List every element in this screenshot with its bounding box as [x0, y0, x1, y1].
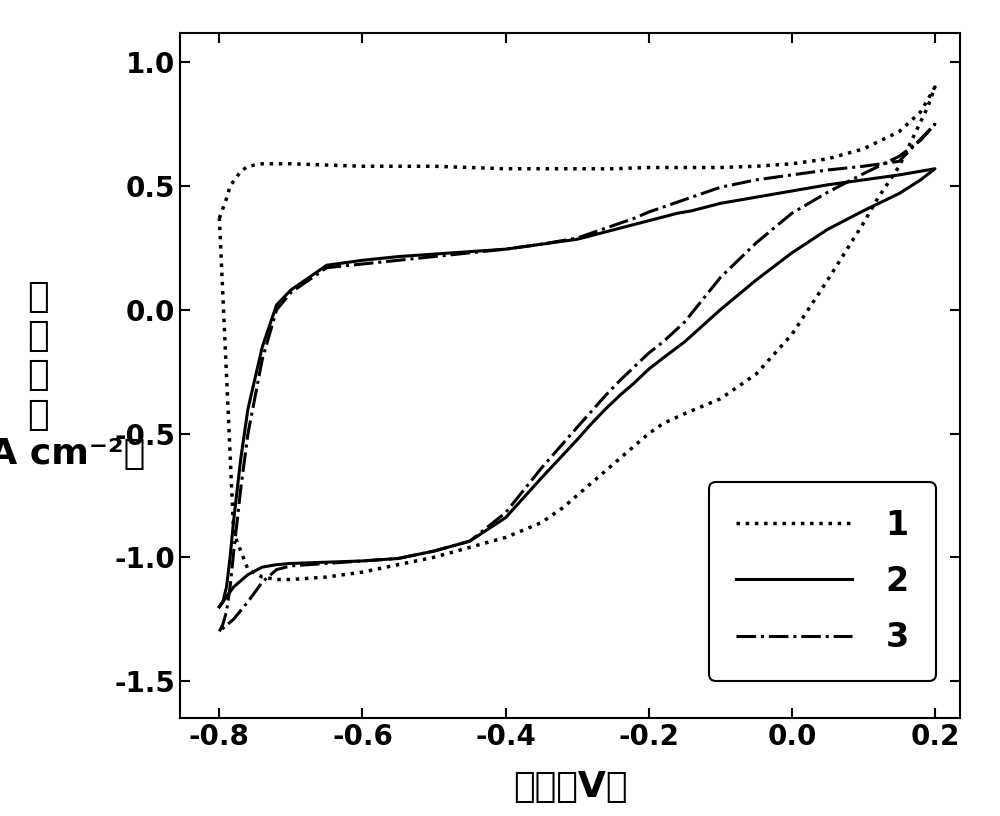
Line: 1: 1: [219, 87, 935, 579]
3: [228, 614, 240, 624]
3: [213, 627, 225, 636]
Line: 2: 2: [219, 169, 935, 607]
3: [213, 627, 225, 636]
2: [857, 175, 869, 184]
1: [392, 162, 404, 171]
1: [285, 574, 297, 584]
1: [213, 213, 225, 223]
3: [643, 348, 655, 358]
2: [213, 602, 225, 612]
1: [872, 193, 884, 203]
1: [464, 162, 476, 172]
1: [356, 567, 368, 577]
X-axis label: 电压（V）: 电压（V）: [513, 770, 627, 805]
3: [857, 162, 869, 171]
1: [213, 213, 225, 223]
2: [571, 234, 583, 244]
2: [929, 164, 941, 174]
2: [228, 582, 240, 592]
1: [750, 369, 762, 379]
1: [714, 162, 726, 172]
Legend: 1, 2, 3: 1, 2, 3: [709, 482, 936, 681]
2: [786, 186, 798, 196]
2: [213, 602, 225, 612]
2: [600, 227, 612, 237]
3: [786, 170, 798, 180]
3: [571, 233, 583, 243]
Line: 3: 3: [219, 124, 935, 632]
3: [600, 224, 612, 233]
Y-axis label: 电
流
密
度
（mA cm⁻²）: 电 流 密 度 （mA cm⁻²）: [0, 280, 145, 471]
2: [643, 364, 655, 374]
1: [929, 82, 941, 92]
3: [929, 119, 941, 129]
